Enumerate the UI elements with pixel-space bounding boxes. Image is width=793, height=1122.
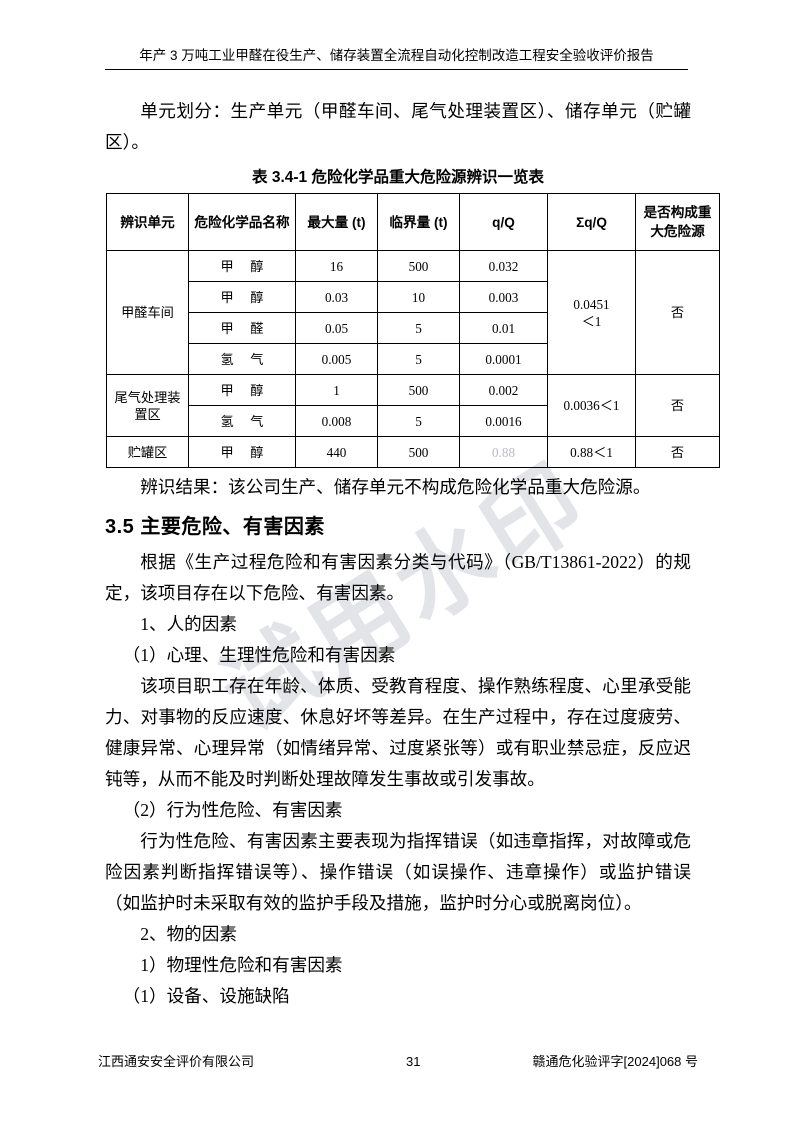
cell-sum-qq: 0.88＜1 [547, 436, 636, 468]
section-heading-3-5: 3.5 主要危险、有害因素 [105, 516, 325, 538]
cell-max: 0.005 [295, 343, 378, 375]
table-header-row: 辨识单元 危险化学品名称 最大量 (t) 临界量 (t) q/Q Σq/Q 是否… [106, 193, 720, 251]
cell-chemical: 甲 醇 [188, 436, 296, 468]
section-paragraph-4: （2）行为性危险、有害因素 [122, 800, 343, 820]
table-row: 甲 醇 0.03 10 0.003 [107, 281, 720, 313]
table-row: 氢 气 0.005 5 0.0001 [107, 343, 720, 375]
cell-threshold: 5 [377, 312, 460, 344]
column-header-unit: 辨识单元 [106, 193, 189, 251]
section-paragraph-6: 2、物的因素 [140, 924, 237, 944]
table-caption: 表 3.4-1 危险化学品重大危险源辨识一览表 [252, 169, 544, 186]
cell-max: 0.05 [295, 312, 378, 344]
section-paragraph-2: （1）心理、生理性危险和有害因素 [122, 645, 396, 665]
page-content: 单元划分：生产单元（甲醛车间、尾气处理装置区）、储存单元（贮罐区）。 表 3.4… [105, 96, 720, 1012]
cell-is-major: 否 [635, 250, 720, 375]
sum-qq-line-2: ＜1 [581, 313, 602, 329]
column-header-threshold: 临界量 (t) [377, 193, 460, 251]
column-header-chemical: 危险化学品名称 [188, 193, 296, 251]
cell-sum-qq: 0.0036＜1 [547, 374, 636, 437]
cell-is-major: 否 [635, 436, 720, 468]
section-paragraph-1: 1、人的因素 [140, 614, 237, 634]
cell-threshold: 5 [377, 343, 460, 375]
cell-max: 1 [295, 374, 378, 406]
cell-chemical: 甲 醇 [188, 374, 296, 406]
cell-unit: 甲醛车间 [106, 250, 189, 375]
section-paragraph-8: （1）设备、设施缺陷 [122, 986, 290, 1006]
footer-document-number: 赣通危化验评字[2024]068 号 [532, 1054, 698, 1069]
cell-unit: 贮罐区 [106, 436, 189, 468]
section-paragraph-5: 行为性危险、有害因素主要表现为指挥错误（如违章指挥，对故障或危险因素判断指挥错误… [105, 831, 691, 913]
column-header-sum-qq: Σq/Q [547, 193, 636, 251]
section-paragraph-7: 1）物理性危险和有害因素 [140, 955, 343, 975]
document-header: 年产 3 万吨工业甲醛在役生产、储存装置全流程自动化控制改造工程安全验收评价报告 [105, 46, 688, 70]
cell-is-major: 否 [635, 374, 720, 437]
cell-threshold: 500 [377, 250, 460, 282]
section-paragraph-3: 该项目职工存在年龄、体质、受教育程度、操作熟练程度、心里承受能力、对事物的反应速… [105, 676, 691, 789]
column-header-is-major: 是否构成重大危险源 [635, 193, 720, 251]
cell-chemical: 氢 气 [188, 405, 296, 437]
identification-result-paragraph: 辨识结果：该公司生产、储存单元不构成危险化学品重大危险源。 [140, 477, 651, 497]
cell-qq: 0.01 [459, 312, 548, 344]
cell-qq: 0.0016 [459, 405, 548, 437]
cell-chemical: 甲 醇 [188, 281, 296, 313]
cell-unit: 尾气处理装置区 [106, 374, 189, 437]
header-title: 年产 3 万吨工业甲醛在役生产、储存装置全流程自动化控制改造工程安全验收评价报告 [139, 48, 654, 63]
cell-chemical: 氢 气 [188, 343, 296, 375]
cell-qq: 0.003 [459, 281, 548, 313]
cell-qq: 0.88 [459, 436, 548, 468]
cell-qq: 0.032 [459, 250, 548, 282]
table-row: 尾气处理装置区 甲 醇 1 500 0.002 0.0036＜1 否 [106, 374, 720, 437]
major-hazard-identification-table: 辨识单元 危险化学品名称 最大量 (t) 临界量 (t) q/Q Σq/Q 是否… [106, 193, 720, 468]
cell-chemical: 甲 醇 [188, 250, 296, 282]
document-footer: 江西通安安全评价有限公司 31 赣通危化验评字[2024]068 号 [98, 1053, 698, 1071]
cell-threshold: 500 [377, 436, 460, 468]
cell-max: 0.008 [295, 405, 378, 437]
cell-threshold: 5 [377, 405, 460, 437]
cell-qq: 0.0001 [459, 343, 548, 375]
table-body: 甲醛车间 甲 醇 16 500 0.032 0.0451 ＜1 否 甲 醇 0.… [106, 250, 720, 468]
section-paragraph-0: 根据《生产过程危险和有害因素分类与代码》（GB/T13861-2022）的规定，… [105, 552, 691, 603]
cell-max: 440 [295, 436, 378, 468]
cell-threshold: 500 [377, 374, 460, 406]
table-row: 甲 醛 0.05 5 0.01 [107, 312, 720, 344]
cell-sum-qq: 0.0451 ＜1 [547, 250, 636, 375]
unit-division-paragraph: 单元划分：生产单元（甲醛车间、尾气处理装置区）、储存单元（贮罐区）。 [105, 101, 691, 152]
cell-threshold: 10 [377, 281, 460, 313]
cell-max: 16 [295, 250, 378, 282]
table-row: 贮罐区 甲 醇 440 500 0.88 0.88＜1 否 [106, 436, 720, 468]
footer-page-number: 31 [406, 1054, 421, 1069]
sum-qq-line-1: 0.0451 [573, 296, 610, 312]
header-rule [105, 69, 688, 70]
cell-chemical: 甲 醛 [188, 312, 296, 344]
cell-max: 0.03 [295, 281, 378, 313]
footer-company-name: 江西通安安全评价有限公司 [98, 1054, 255, 1069]
cell-qq: 0.002 [459, 374, 548, 406]
column-header-max: 最大量 (t) [295, 193, 378, 251]
column-header-qq: q/Q [459, 193, 548, 251]
table-row: 甲醛车间 甲 醇 16 500 0.032 0.0451 ＜1 否 [106, 250, 720, 375]
